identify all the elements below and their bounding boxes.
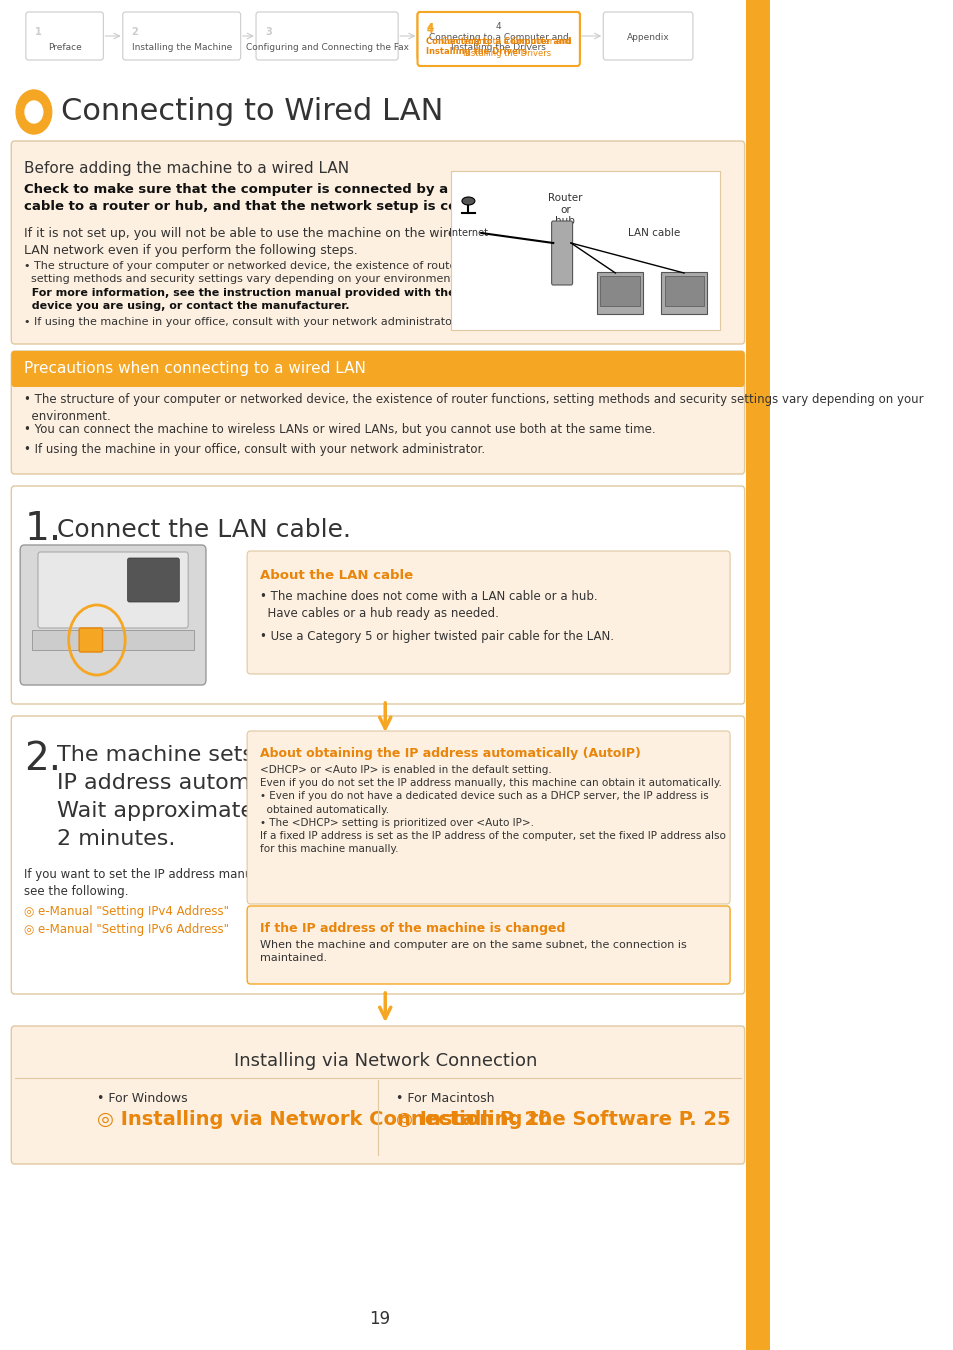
Text: • For Macintosh: • For Macintosh <box>395 1092 494 1106</box>
FancyBboxPatch shape <box>79 628 103 652</box>
Text: Before adding the machine to a wired LAN: Before adding the machine to a wired LAN <box>24 161 349 176</box>
Text: ◎ Installing via Network Connection P. 20: ◎ Installing via Network Connection P. 2… <box>97 1110 551 1129</box>
FancyBboxPatch shape <box>11 1026 744 1164</box>
Text: ◎ e-Manual "Setting IPv4 Address": ◎ e-Manual "Setting IPv4 Address" <box>24 904 229 918</box>
Text: • The structure of your computer or networked device, the existence of router fu: • The structure of your computer or netw… <box>24 261 519 285</box>
Text: The machine sets the
IP address automatically.
Wait approximately
2 minutes.: The machine sets the IP address automati… <box>56 745 334 849</box>
FancyBboxPatch shape <box>123 12 240 59</box>
Text: 3: 3 <box>265 27 272 36</box>
FancyBboxPatch shape <box>11 716 744 994</box>
Text: If you want to set the IP address manually,
see the following.: If you want to set the IP address manual… <box>24 868 277 898</box>
FancyBboxPatch shape <box>450 171 720 329</box>
FancyBboxPatch shape <box>597 271 642 315</box>
Text: <DHCP> or <Auto IP> is enabled in the default setting.
Even if you do not set th: <DHCP> or <Auto IP> is enabled in the de… <box>260 765 725 855</box>
FancyBboxPatch shape <box>417 12 579 59</box>
Text: Connect the LAN cable.: Connect the LAN cable. <box>56 518 350 541</box>
FancyBboxPatch shape <box>551 221 572 285</box>
Text: Installing the Machine: Installing the Machine <box>132 43 232 53</box>
Text: 1.: 1. <box>24 510 61 548</box>
Ellipse shape <box>461 197 475 205</box>
Text: Connecting to Wired LAN: Connecting to Wired LAN <box>60 97 442 127</box>
Text: 4
Connecting to a Computer and
Installing the Drivers: 4 Connecting to a Computer and Installin… <box>429 22 568 51</box>
Text: • If using the machine in your office, consult with your network administrator.: • If using the machine in your office, c… <box>24 317 459 327</box>
FancyBboxPatch shape <box>599 275 639 306</box>
FancyBboxPatch shape <box>247 551 729 674</box>
Text: • You can connect the machine to wireless LANs or wired LANs, but you cannot use: • You can connect the machine to wireles… <box>24 423 655 436</box>
Text: 1: 1 <box>34 27 41 36</box>
Text: Installing via Network Connection: Installing via Network Connection <box>233 1052 537 1071</box>
Text: Appendix: Appendix <box>626 32 669 42</box>
FancyBboxPatch shape <box>11 351 744 474</box>
Text: ◎ Installing the Software P. 25: ◎ Installing the Software P. 25 <box>395 1110 730 1129</box>
FancyBboxPatch shape <box>128 558 179 602</box>
Text: About obtaining the IP address automatically (AutoIP): About obtaining the IP address automatic… <box>260 747 640 760</box>
Text: • The structure of your computer or networked device, the existence of router fu: • The structure of your computer or netw… <box>24 393 923 423</box>
FancyBboxPatch shape <box>247 906 729 984</box>
FancyBboxPatch shape <box>32 630 193 649</box>
Text: LAN cable: LAN cable <box>627 228 679 238</box>
Text: When the machine and computer are on the same subnet, the connection is
maintain: When the machine and computer are on the… <box>260 940 686 963</box>
Text: For more information, see the instruction manual provided with the network
  dev: For more information, see the instructio… <box>24 288 511 312</box>
FancyBboxPatch shape <box>20 545 206 684</box>
Text: Router
or
hub: Router or hub <box>548 193 582 227</box>
Text: About the LAN cable: About the LAN cable <box>260 568 413 582</box>
Text: If it is not set up, you will not be able to use the machine on the wired
LAN ne: If it is not set up, you will not be abl… <box>24 227 463 256</box>
Text: 4: 4 <box>426 26 433 35</box>
Text: • Use a Category 5 or higher twisted pair cable for the LAN.: • Use a Category 5 or higher twisted pai… <box>260 630 614 643</box>
FancyBboxPatch shape <box>11 140 744 344</box>
Text: Internet: Internet <box>449 228 487 238</box>
Text: ◎ e-Manual "Setting IPv6 Address": ◎ e-Manual "Setting IPv6 Address" <box>24 923 229 936</box>
Text: If the IP address of the machine is changed: If the IP address of the machine is chan… <box>260 922 565 936</box>
Text: Connecting to a Computer and
Installing the Drivers: Connecting to a Computer and Installing … <box>426 36 571 57</box>
FancyBboxPatch shape <box>38 552 188 628</box>
FancyBboxPatch shape <box>660 271 707 315</box>
Text: 2: 2 <box>132 27 138 36</box>
Circle shape <box>16 90 51 134</box>
Text: • If using the machine in your office, consult with your network administrator.: • If using the machine in your office, c… <box>24 443 485 456</box>
FancyBboxPatch shape <box>11 486 744 703</box>
Circle shape <box>25 101 43 123</box>
Text: • For Windows: • For Windows <box>97 1092 188 1106</box>
FancyBboxPatch shape <box>255 12 397 59</box>
Text: 2.: 2. <box>24 740 61 778</box>
Text: Precautions when connecting to a wired LAN: Precautions when connecting to a wired L… <box>24 362 366 377</box>
FancyBboxPatch shape <box>417 12 579 66</box>
Text: Preface: Preface <box>48 43 81 53</box>
Text: 4: 4 <box>426 23 434 32</box>
Text: Check to make sure that the computer is connected by a LAN
cable to a router or : Check to make sure that the computer is … <box>24 184 524 213</box>
FancyBboxPatch shape <box>26 12 103 59</box>
FancyBboxPatch shape <box>664 275 703 306</box>
FancyBboxPatch shape <box>602 12 692 59</box>
Text: Connecting to a Computer and
Installing the Drivers: Connecting to a Computer and Installing … <box>441 36 571 58</box>
FancyBboxPatch shape <box>11 351 744 387</box>
FancyBboxPatch shape <box>247 730 729 904</box>
FancyBboxPatch shape <box>745 0 770 1350</box>
Text: • The machine does not come with a LAN cable or a hub.
  Have cables or a hub re: • The machine does not come with a LAN c… <box>260 590 597 620</box>
Text: 19: 19 <box>369 1310 390 1328</box>
Text: Configuring and Connecting the Fax: Configuring and Connecting the Fax <box>245 43 408 53</box>
